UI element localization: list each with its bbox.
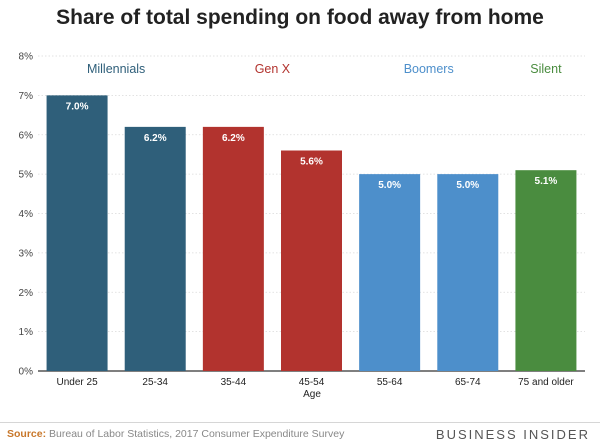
bar	[359, 174, 421, 371]
y-tick-label: 8%	[19, 52, 34, 63]
generation-label: Boomers	[404, 62, 454, 76]
generation-label: Silent	[530, 62, 562, 76]
bar	[515, 170, 577, 371]
bar	[202, 126, 264, 371]
x-tick-label: 35-44	[221, 377, 247, 388]
bar-value-label: 5.1%	[535, 176, 558, 187]
source-note: Source: Bureau of Labor Statistics, 2017…	[7, 428, 344, 440]
bar-value-label: 5.6%	[300, 157, 323, 168]
bar-value-label: 5.0%	[378, 180, 401, 191]
y-tick-label: 2%	[19, 288, 34, 299]
bar-value-label: 7.0%	[66, 101, 89, 112]
x-tick-label: Under 25	[57, 377, 99, 388]
x-tick-label: 55-64	[377, 377, 403, 388]
y-tick-label: 5%	[19, 170, 34, 181]
bar-value-label: 6.2%	[222, 133, 245, 144]
bar	[437, 174, 499, 371]
bars	[46, 95, 577, 371]
x-tick-label: 25-34	[142, 377, 168, 388]
x-tick-label: 45-54	[299, 377, 325, 388]
x-tick-label: 65-74	[455, 377, 481, 388]
bar-value-label: 5.0%	[456, 180, 479, 191]
bar-value-label: 6.2%	[144, 133, 167, 144]
y-axis-ticks: 0% 1% 2% 3% 4% 5% 6% 7% 8%	[19, 52, 34, 378]
chart-title: Share of total spending on food away fro…	[56, 6, 544, 29]
source-label: Source:	[7, 428, 47, 440]
value-labels: 7.0% 6.2% 6.2% 5.6% 5.0% 5.0% 5.1%	[66, 101, 558, 191]
y-tick-label: 3%	[19, 248, 34, 259]
y-tick-label: 7%	[19, 91, 34, 102]
x-axis-ticks: Under 25 25-34 35-44 45-54 55-64 65-74 75 and …	[57, 377, 575, 388]
y-tick-label: 4%	[19, 209, 34, 220]
brand-logo-text: BUSINESS INSIDER	[435, 427, 590, 442]
bar	[281, 150, 342, 371]
bar	[46, 95, 108, 371]
source-text: Bureau of Labor Statistics, 2017 Consume…	[49, 428, 345, 440]
y-tick-label: 6%	[19, 130, 34, 141]
x-tick-label: 75 and older	[518, 377, 574, 388]
footer-divider	[0, 422, 600, 423]
generation-label: Gen X	[255, 62, 291, 76]
bar	[124, 126, 186, 371]
generation-label: Millennials	[87, 62, 145, 76]
x-axis-label: Age	[303, 389, 321, 400]
y-tick-label: 1%	[19, 327, 34, 338]
generation-labels: Millennials Gen X Boomers Silent	[87, 62, 562, 76]
y-tick-label: 0%	[19, 367, 34, 378]
